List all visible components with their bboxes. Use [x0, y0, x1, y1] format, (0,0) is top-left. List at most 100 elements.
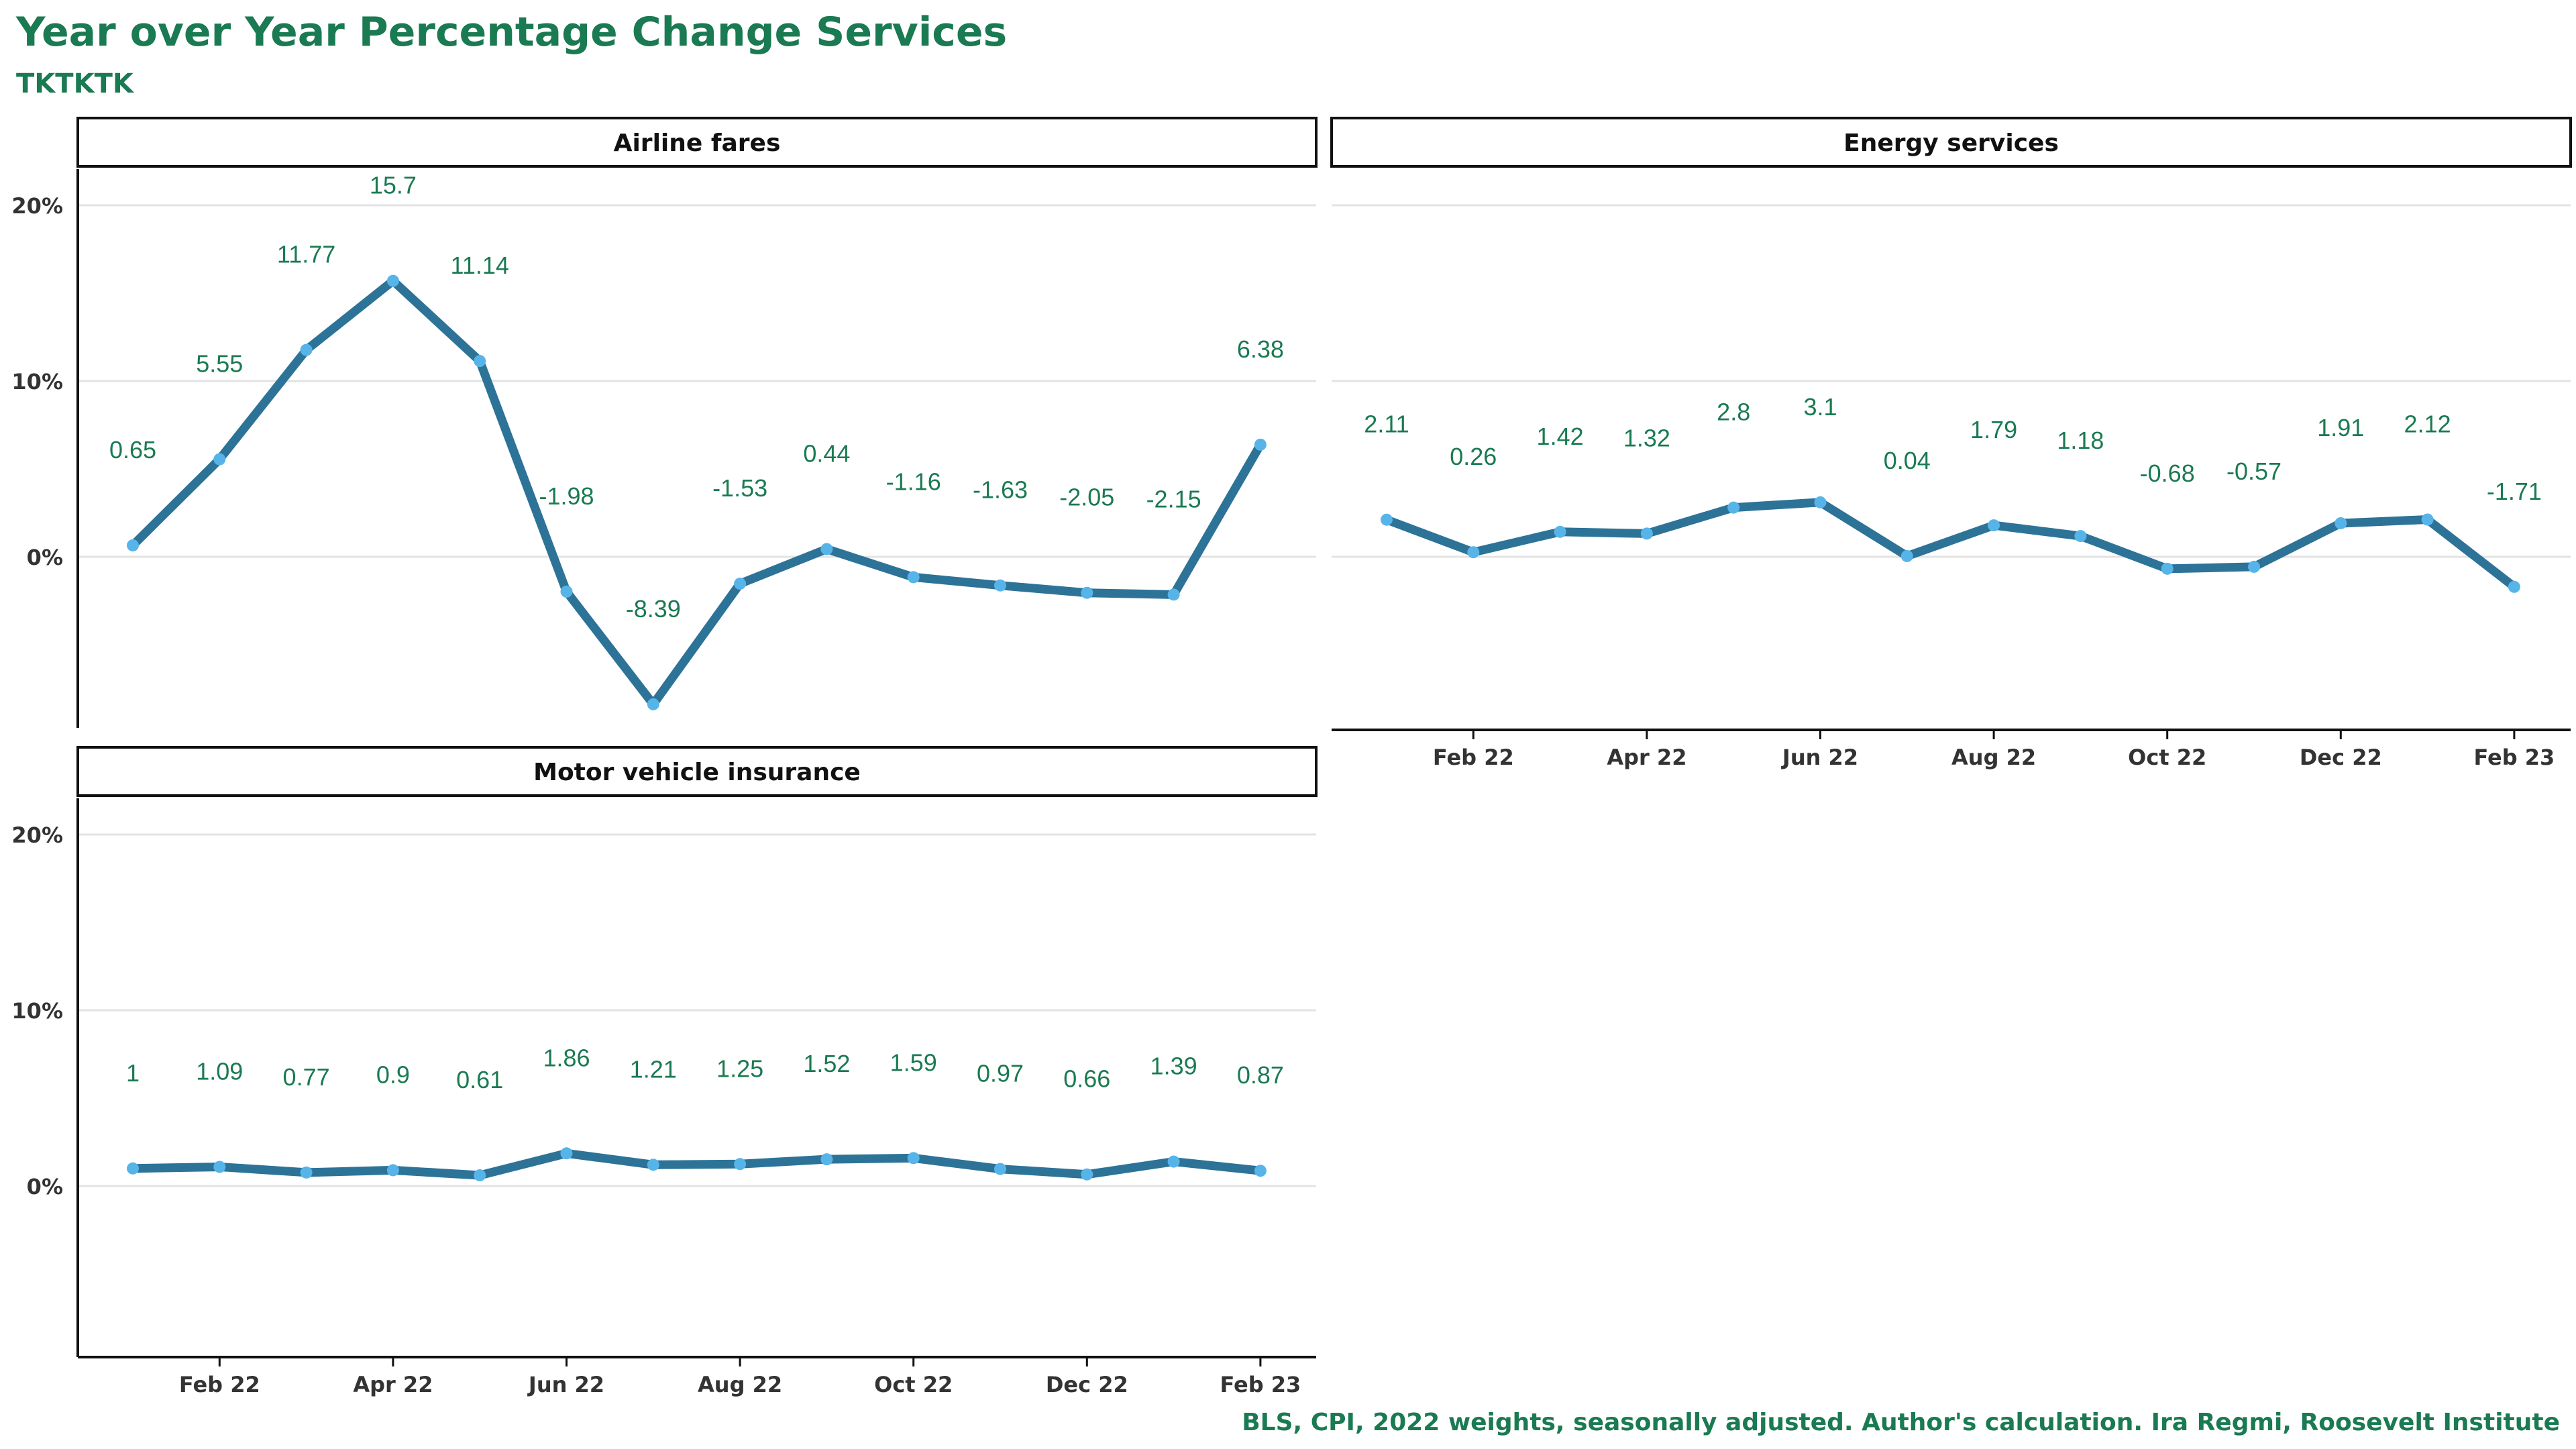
data-label: 0.61 — [456, 1066, 503, 1093]
data-label: 5.55 — [196, 350, 243, 378]
data-point — [907, 571, 920, 584]
data-label: 1.18 — [2057, 427, 2104, 454]
data-label: -1.98 — [539, 482, 594, 510]
data-point — [2508, 580, 2520, 593]
data-label: -2.05 — [1059, 484, 1114, 511]
data-point — [1254, 1165, 1267, 1177]
data-point — [1554, 525, 1566, 538]
data-point — [734, 578, 747, 590]
data-point — [560, 585, 573, 598]
data-label: 1.25 — [716, 1055, 763, 1082]
data-point — [1988, 519, 2000, 532]
data-point — [1640, 527, 1653, 540]
x-tick-label: Feb 23 — [2473, 745, 2555, 770]
data-point — [734, 1158, 747, 1171]
y-tick-label: 0% — [27, 1174, 63, 1199]
x-tick-label: Oct 22 — [874, 1372, 953, 1397]
data-point — [213, 1161, 226, 1173]
data-label: 1.42 — [1537, 423, 1584, 450]
data-label: -2.15 — [1146, 485, 1201, 513]
x-tick-label: Jun 22 — [527, 1372, 604, 1397]
data-point — [386, 1164, 399, 1177]
chart-subtitle: TKTKTK — [16, 68, 135, 99]
data-point — [560, 1147, 573, 1160]
data-label: 0.44 — [803, 439, 850, 467]
chart-title: Year over Year Percentage Change Service… — [15, 9, 1007, 56]
x-tick-label: Apr 22 — [1607, 745, 1686, 770]
x-tick-label: Apr 22 — [353, 1372, 433, 1397]
x-tick-label: Feb 22 — [179, 1372, 260, 1397]
data-point — [907, 1152, 920, 1165]
data-label: 0.9 — [376, 1061, 410, 1088]
data-label: 11.14 — [450, 252, 508, 279]
series-line — [128, 1148, 1265, 1180]
data-label: 1.79 — [1970, 416, 2017, 443]
data-point — [2421, 513, 2434, 526]
data-label: 2.12 — [2404, 410, 2451, 437]
data-label: 0.26 — [1450, 443, 1497, 470]
data-label: 0.65 — [109, 436, 156, 464]
data-point — [1814, 496, 1827, 508]
data-label: -1.63 — [973, 476, 1028, 504]
panel-energy-services: Energy services Feb 22 Apr 22 Jun 22 Aug 22 O… — [1330, 117, 2572, 770]
data-point — [1254, 438, 1267, 451]
x-tick-label: Aug 22 — [698, 1372, 782, 1397]
data-label: -0.57 — [2226, 458, 2282, 485]
data-label: 1.21 — [630, 1055, 677, 1083]
x-tick-label: Feb 22 — [1433, 745, 1514, 770]
data-point — [647, 1159, 659, 1171]
data-point — [994, 1163, 1006, 1175]
data-label: 6.38 — [1237, 335, 1284, 363]
data-label: 1.86 — [543, 1044, 590, 1071]
data-point — [300, 343, 313, 356]
x-tick-label: Dec 22 — [1046, 1372, 1128, 1397]
data-label: -1.53 — [712, 474, 767, 502]
data-point — [1167, 588, 1180, 601]
x-tick-label: Aug 22 — [1951, 745, 2036, 770]
panel-title: Energy services — [1843, 129, 2059, 157]
panel-strip — [76, 117, 1318, 168]
data-label: 1.91 — [2317, 414, 2364, 441]
data-point — [127, 1162, 139, 1175]
data-label: 1.32 — [1623, 424, 1670, 451]
panel-title: Motor vehicle insurance — [533, 759, 861, 786]
data-point — [127, 539, 139, 551]
data-point — [820, 543, 833, 555]
panels: Airline fares0%10%20%0.655.5511.7715.711… — [11, 117, 2572, 1397]
y-tick-label: 10% — [11, 998, 63, 1024]
data-label: 1.52 — [803, 1050, 850, 1077]
panel-title: Airline fares — [614, 129, 781, 157]
data-label: -0.68 — [2140, 460, 2195, 487]
series-line — [128, 276, 1265, 709]
data-point — [994, 579, 1006, 592]
y-tick-label: 10% — [11, 369, 63, 394]
data-label: 11.77 — [277, 241, 335, 268]
data-point — [2074, 530, 2087, 543]
data-label: -1.16 — [886, 468, 941, 495]
data-label: 1.59 — [890, 1049, 937, 1076]
y-tick-label: 20% — [11, 822, 63, 848]
data-label: 2.8 — [1717, 398, 1750, 426]
data-point — [474, 1169, 486, 1182]
data-label: 0.97 — [977, 1060, 1024, 1087]
data-point — [2248, 560, 2260, 573]
panel-strip — [76, 746, 1318, 797]
data-label: 0.87 — [1237, 1061, 1284, 1089]
y-tick-label: 0% — [27, 545, 63, 570]
data-label: 0.77 — [283, 1063, 330, 1091]
panel-airline-fares: Airline fares 0% 10% 20% 0.65 5.55 11.77 15.7 11… — [11, 117, 1318, 728]
data-label: 1.09 — [196, 1057, 243, 1085]
chart-caption: BLS, CPI, 2022 weights, seasonally adjus… — [1242, 1409, 2560, 1436]
series-line — [1382, 498, 2519, 592]
data-label: 1.39 — [1150, 1053, 1197, 1080]
x-tick-label: Dec 22 — [2300, 745, 2382, 770]
panel-strip — [1330, 117, 2572, 168]
data-point — [1900, 549, 1913, 562]
data-point — [1081, 586, 1093, 599]
panel-motor-vehicle-insurance: Motor vehicle insurance 0% 10% 20% Feb 22 Apr… — [11, 746, 1318, 1397]
data-point — [386, 274, 399, 287]
data-point — [820, 1153, 833, 1166]
data-point — [1081, 1168, 1093, 1181]
data-point — [1381, 513, 1393, 526]
x-tick-label: Feb 23 — [1220, 1372, 1301, 1397]
